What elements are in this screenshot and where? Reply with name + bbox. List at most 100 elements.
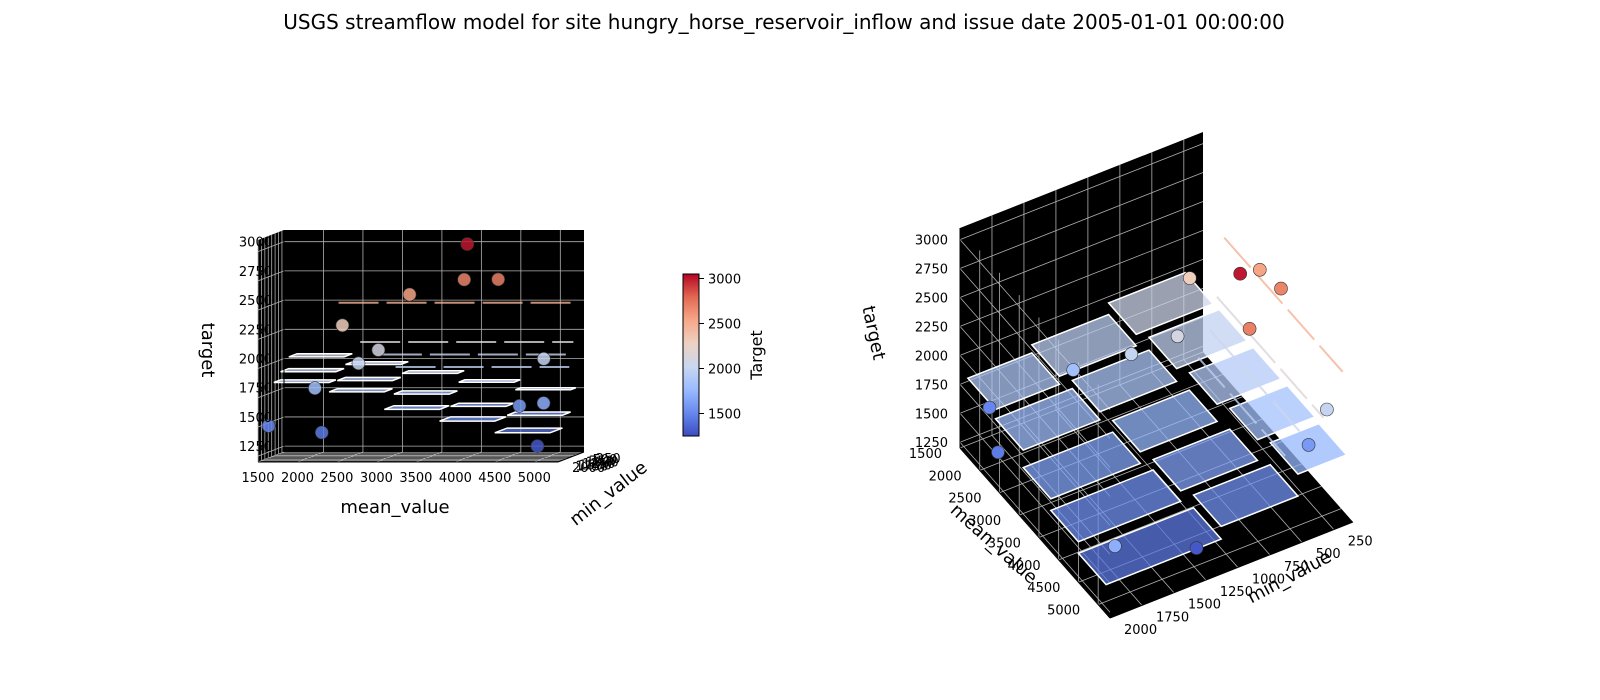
z-tick-label: 2250 bbox=[915, 320, 948, 335]
y-tick-label: 500 bbox=[593, 453, 618, 468]
level-line bbox=[1197, 356, 1286, 457]
surface bbox=[273, 352, 577, 434]
colorbar-tick-label: 2500 bbox=[708, 318, 741, 333]
gridline bbox=[1098, 508, 1342, 605]
surface-cell bbox=[393, 390, 458, 395]
gridline bbox=[959, 143, 1204, 240]
surface-cell bbox=[1021, 431, 1142, 500]
colorbar-gradient bbox=[682, 273, 700, 437]
surface-cell bbox=[439, 416, 507, 422]
x-tick-label: 3500 bbox=[988, 537, 1021, 552]
data-point bbox=[982, 400, 997, 415]
data-point bbox=[308, 381, 322, 396]
surface-cell bbox=[1147, 308, 1249, 370]
y-tick-label: 1000 bbox=[586, 456, 619, 471]
surface-cell bbox=[401, 369, 465, 375]
x-tick-label: 2000 bbox=[929, 469, 962, 484]
surface-cell bbox=[450, 402, 515, 408]
y-tick-label: 750 bbox=[1284, 560, 1309, 575]
surface-cell bbox=[1077, 506, 1223, 586]
y-tick-label: 500 bbox=[1316, 547, 1341, 562]
z-tick-label: 1750 bbox=[915, 378, 948, 393]
gridline bbox=[257, 270, 285, 282]
z-tick-label: 1250 bbox=[915, 436, 948, 451]
x-tick-label: 2000 bbox=[281, 471, 314, 486]
x-tick-label: 3000 bbox=[360, 471, 393, 486]
x-tick-label: 2500 bbox=[320, 471, 353, 486]
colorbar-tick-label: 1500 bbox=[708, 408, 741, 423]
surface-cell bbox=[1071, 349, 1178, 413]
data-point bbox=[1253, 262, 1267, 277]
surface-cell bbox=[280, 367, 345, 373]
x-tick-label: 4500 bbox=[1027, 581, 1060, 596]
y-tick-label: 1750 bbox=[575, 460, 608, 475]
surface-cell bbox=[1192, 463, 1300, 528]
z-tick-label: 1750 bbox=[239, 382, 272, 397]
level-line bbox=[1223, 236, 1344, 373]
data-point bbox=[1066, 363, 1080, 377]
data-point bbox=[335, 318, 350, 333]
data-point bbox=[512, 398, 527, 413]
z-tick-label: 2500 bbox=[915, 292, 948, 307]
colorbar-tick-label: 2000 bbox=[708, 363, 741, 378]
surface-cell bbox=[1030, 313, 1138, 378]
surface-cell bbox=[994, 387, 1102, 451]
data-point bbox=[1320, 402, 1334, 417]
left-3d-plot: 1500 2000 2500 3000 3500 4000 4500 500025050075… bbox=[197, 230, 651, 530]
surface-cell bbox=[506, 411, 571, 416]
z-tick-label: 2750 bbox=[239, 265, 272, 280]
x-tick-label: 5000 bbox=[1047, 604, 1080, 619]
z-tick-label: 2250 bbox=[239, 323, 272, 338]
data-point bbox=[1242, 321, 1257, 336]
y-tick-label: 1250 bbox=[1220, 585, 1253, 600]
gridline bbox=[257, 241, 285, 253]
y-tick-label: 1250 bbox=[582, 457, 615, 472]
axis-pane bbox=[284, 230, 584, 452]
z-tick-label: 2000 bbox=[239, 353, 272, 368]
y-tick-label: 1750 bbox=[1156, 610, 1189, 625]
x-tick-label: 3000 bbox=[968, 514, 1001, 529]
data-point bbox=[1183, 271, 1197, 285]
x-tick-label: 3500 bbox=[399, 471, 432, 486]
data-point bbox=[1233, 266, 1247, 281]
surface-cell bbox=[1188, 346, 1283, 406]
scatter-points bbox=[261, 237, 551, 453]
data-point bbox=[1170, 329, 1185, 344]
x-tick-label: 4500 bbox=[478, 471, 511, 486]
gridline bbox=[959, 441, 1111, 613]
axes bbox=[959, 228, 1354, 619]
z-axis-label: target bbox=[197, 323, 218, 378]
x-tick-label: 2500 bbox=[948, 492, 981, 507]
x-axis-line bbox=[959, 447, 1111, 619]
gridline bbox=[257, 358, 285, 369]
level-line bbox=[1208, 328, 1306, 438]
data-point bbox=[371, 343, 386, 357]
surface bbox=[966, 271, 1348, 586]
gridline bbox=[959, 258, 1204, 356]
surface-cell bbox=[515, 387, 577, 391]
surface-cell bbox=[273, 379, 337, 384]
surface-cell bbox=[1107, 271, 1215, 336]
surface-cell bbox=[384, 404, 450, 411]
colorbar-ticks: 1500 2000 2500 3000 bbox=[699, 273, 741, 423]
z-tick-label: 2000 bbox=[915, 349, 948, 364]
scatter-points bbox=[982, 262, 1334, 555]
x-tick-label: 4000 bbox=[1008, 559, 1041, 574]
z-tick-label: 1500 bbox=[915, 407, 948, 422]
gridline bbox=[257, 387, 285, 399]
data-point bbox=[536, 351, 551, 366]
colorbar: 1500 2000 2500 3000 Target bbox=[682, 273, 766, 437]
y-tick-label: 1000 bbox=[1252, 573, 1285, 588]
data-point bbox=[1274, 281, 1288, 296]
level-lines bbox=[1197, 236, 1344, 457]
gridline bbox=[257, 299, 285, 311]
data-point bbox=[1189, 541, 1204, 555]
y-axis-line bbox=[557, 451, 585, 463]
x-axis-label: mean_value bbox=[340, 497, 449, 518]
surface-cell bbox=[494, 427, 563, 434]
y-tick-label: 2000 bbox=[1124, 623, 1157, 638]
surface-cell bbox=[328, 387, 393, 393]
z-tick-label: 2750 bbox=[915, 263, 948, 278]
gridline bbox=[959, 230, 1204, 327]
